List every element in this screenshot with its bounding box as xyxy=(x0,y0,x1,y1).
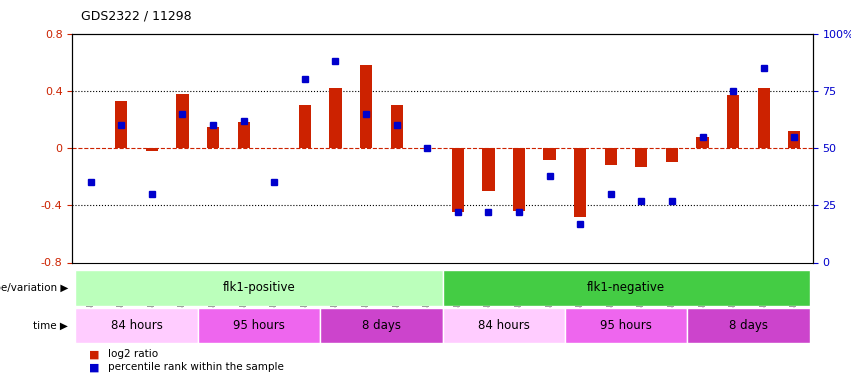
Text: log2 ratio: log2 ratio xyxy=(108,350,158,359)
Bar xyxy=(565,308,688,343)
Bar xyxy=(574,148,586,217)
Bar xyxy=(299,105,311,148)
Bar xyxy=(115,101,128,148)
Bar xyxy=(544,148,556,160)
Text: ■: ■ xyxy=(89,350,100,359)
Text: 84 hours: 84 hours xyxy=(477,319,529,332)
Bar xyxy=(360,65,372,148)
Bar xyxy=(237,122,250,148)
Bar xyxy=(76,308,197,343)
Text: flk1-positive: flk1-positive xyxy=(223,281,295,294)
Text: 95 hours: 95 hours xyxy=(233,319,285,332)
Bar xyxy=(483,148,494,191)
Bar xyxy=(688,308,809,343)
Bar xyxy=(176,94,189,148)
Text: ■: ■ xyxy=(89,363,100,372)
Bar xyxy=(696,136,709,148)
Bar xyxy=(146,148,158,151)
Text: 95 hours: 95 hours xyxy=(600,319,652,332)
Bar xyxy=(788,131,801,148)
Text: GDS2322 / 11298: GDS2322 / 11298 xyxy=(81,9,191,22)
Bar xyxy=(207,127,220,148)
Text: flk1-negative: flk1-negative xyxy=(587,281,665,294)
Bar xyxy=(391,105,403,148)
Bar xyxy=(635,148,648,167)
Bar xyxy=(513,148,525,211)
Text: 8 days: 8 days xyxy=(729,319,768,332)
Bar xyxy=(452,148,464,213)
Bar xyxy=(329,88,341,148)
Bar xyxy=(197,308,320,343)
Bar xyxy=(605,148,617,165)
Bar xyxy=(443,270,809,306)
Bar xyxy=(757,88,770,148)
Bar xyxy=(76,270,443,306)
Text: time ▶: time ▶ xyxy=(33,320,68,330)
Text: 8 days: 8 days xyxy=(362,319,401,332)
Text: 84 hours: 84 hours xyxy=(111,319,163,332)
Text: genotype/variation ▶: genotype/variation ▶ xyxy=(0,283,68,293)
Bar xyxy=(665,148,678,162)
Text: percentile rank within the sample: percentile rank within the sample xyxy=(108,363,284,372)
Bar xyxy=(727,95,740,148)
Bar xyxy=(443,308,565,343)
Bar xyxy=(320,308,443,343)
